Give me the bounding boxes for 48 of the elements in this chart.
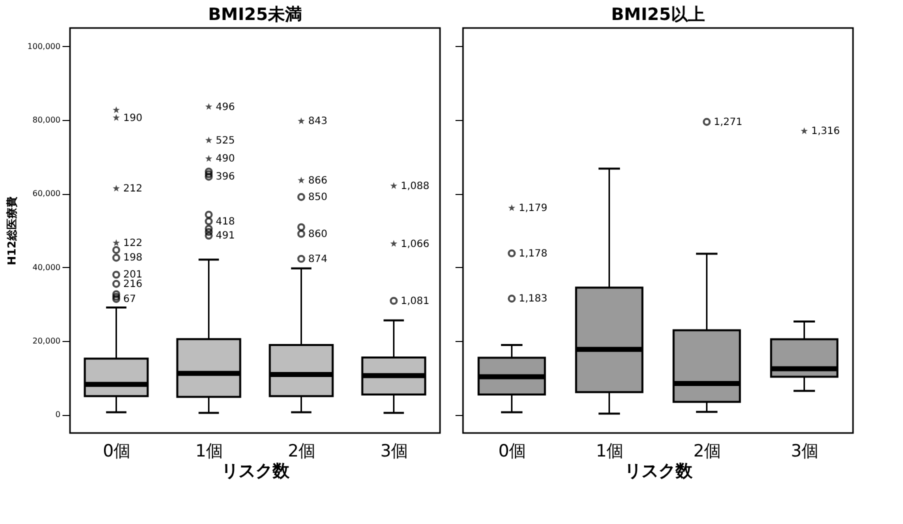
annotation: 874 bbox=[308, 254, 328, 265]
annotation: 216 bbox=[123, 278, 142, 290]
y-tick-label: 0 bbox=[55, 410, 60, 420]
x-tick-label: 1個 bbox=[195, 442, 224, 462]
annotation: 491 bbox=[216, 230, 235, 242]
annotation: 198 bbox=[123, 252, 142, 264]
y-axis-title: H12総医療費 bbox=[5, 196, 18, 266]
annotation: 1,271 bbox=[714, 116, 742, 128]
chart-title: BMI25未満 bbox=[208, 5, 302, 25]
x-tick-label: 0個 bbox=[498, 442, 526, 462]
annotation: 212 bbox=[123, 184, 142, 195]
annotation: 1,088 bbox=[400, 180, 430, 192]
annotation: 1,316 bbox=[811, 126, 840, 138]
annotation: 1,066 bbox=[400, 238, 430, 250]
annotation: 866 bbox=[308, 175, 328, 186]
annotation: 1,081 bbox=[400, 296, 430, 307]
point bbox=[508, 204, 516, 212]
x-tick-label: 3個 bbox=[790, 442, 819, 462]
y-tick-label: 60,000 bbox=[32, 189, 60, 198]
point bbox=[702, 118, 711, 126]
annotation: 843 bbox=[308, 116, 328, 128]
annotation: 490 bbox=[216, 154, 235, 165]
annotation: 850 bbox=[308, 192, 328, 203]
annotation: 1,183 bbox=[518, 294, 548, 305]
annotation: 1,179 bbox=[518, 203, 548, 214]
x-tick-label: 2個 bbox=[693, 442, 722, 462]
annotation: 122 bbox=[123, 238, 142, 250]
x-axis-title: リスク数 bbox=[222, 462, 290, 482]
annotation: 1,178 bbox=[518, 248, 548, 260]
point bbox=[508, 249, 516, 258]
y-tick-label: 40,000 bbox=[32, 262, 60, 272]
annotation: 201 bbox=[123, 270, 142, 281]
annotation: 496 bbox=[216, 102, 235, 113]
annotation: 525 bbox=[216, 135, 235, 146]
annotation: 396 bbox=[216, 172, 235, 183]
annotation: 860 bbox=[308, 228, 328, 240]
annotation: 190 bbox=[123, 112, 142, 124]
x-tick-label: 1個 bbox=[596, 442, 624, 462]
x-tick-label: 3個 bbox=[380, 442, 408, 462]
y-tick-label: 100,000 bbox=[27, 42, 60, 51]
y-tick-label: 80,000 bbox=[32, 116, 60, 125]
y-tick-label: 20,000 bbox=[32, 336, 60, 346]
annotation: 67 bbox=[123, 294, 136, 305]
chart-title: BMI25以上 bbox=[611, 5, 705, 25]
x-tick-label: 0個 bbox=[102, 442, 131, 462]
x-tick-label: 2個 bbox=[288, 442, 316, 462]
x-axis-title: リスク数 bbox=[624, 462, 694, 482]
annotation: 418 bbox=[216, 216, 235, 228]
